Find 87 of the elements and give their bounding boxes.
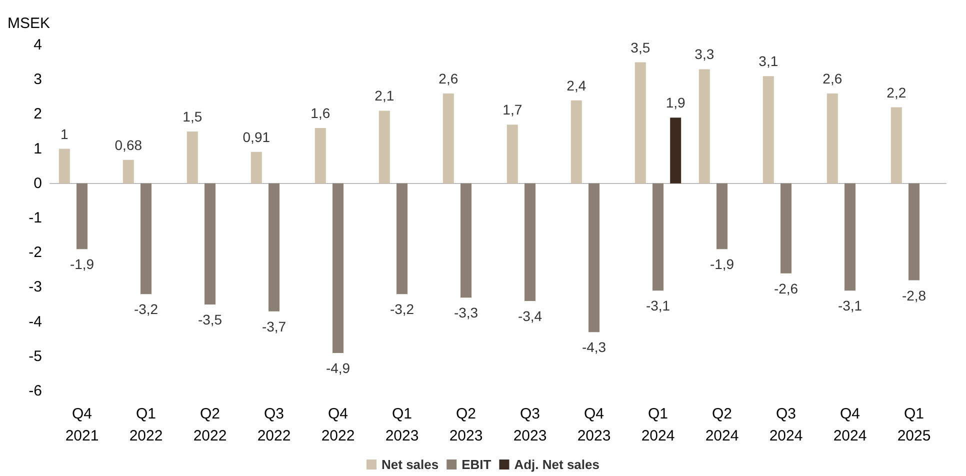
bar — [570, 100, 582, 184]
data-label: -3,1 — [646, 298, 670, 314]
x-tick-label: Q2 2022 — [193, 406, 227, 444]
bar — [332, 183, 344, 353]
x-tick-label: Q4 2022 — [321, 406, 355, 444]
x-tick-label: Q1 2023 — [385, 406, 419, 444]
bar — [268, 183, 280, 312]
data-label: 2,1 — [374, 88, 394, 104]
data-label: 3,5 — [630, 39, 650, 56]
data-label: 1 — [60, 126, 68, 142]
bar — [716, 183, 728, 250]
legend-label: EBIT — [462, 457, 492, 472]
bar — [524, 183, 536, 302]
bar — [588, 183, 600, 332]
bar — [250, 152, 262, 184]
x-tick-label: Q3 2022 — [257, 406, 291, 444]
bar — [506, 124, 518, 184]
bar — [314, 128, 326, 184]
bar — [186, 132, 198, 184]
bar — [780, 183, 792, 274]
bar — [698, 69, 710, 184]
data-label: 2,6 — [822, 70, 842, 86]
y-tick-label: -6 — [28, 382, 42, 400]
y-tick-label: 2 — [34, 106, 42, 123]
x-tick-label: Q1 2025 — [897, 406, 931, 444]
data-label: -1,9 — [70, 256, 94, 272]
data-label: 1,9 — [666, 94, 686, 111]
y-tick-label: 0 — [34, 174, 42, 192]
data-label: 3,3 — [694, 46, 714, 62]
x-tick-label: Q1 2022 — [129, 406, 163, 444]
data-label: 2,6 — [438, 70, 458, 86]
data-label: 1,6 — [310, 105, 330, 122]
bar — [670, 118, 682, 184]
x-tick-label: Q1 2024 — [641, 406, 675, 444]
y-tick-label: -4 — [28, 313, 42, 330]
x-tick-label: Q4 2021 — [65, 406, 99, 444]
y-tick-label: 1 — [34, 140, 42, 158]
bar — [844, 183, 856, 291]
y-axis-title: MSEK — [7, 15, 50, 32]
data-label: -3,3 — [454, 304, 478, 321]
bar — [652, 183, 664, 291]
data-label: -4,3 — [582, 339, 606, 356]
bar — [140, 183, 152, 294]
y-tick-label: -2 — [28, 244, 42, 262]
bar — [58, 148, 70, 184]
bar — [634, 62, 646, 184]
data-label: 1,5 — [182, 108, 202, 124]
x-tick-label: Q4 2023 — [577, 406, 611, 444]
data-label: -2,8 — [902, 287, 926, 304]
bar — [826, 93, 838, 184]
bar — [460, 183, 472, 298]
y-tick-label: -1 — [28, 210, 42, 226]
bar — [442, 93, 454, 184]
y-tick-label: -5 — [28, 348, 42, 365]
x-tick-label: Q2 2023 — [449, 406, 483, 444]
y-tick-label: 3 — [34, 71, 42, 88]
data-label: -3,2 — [134, 301, 158, 318]
legend-label: Net sales — [382, 457, 439, 472]
data-label: -3,2 — [390, 301, 414, 318]
legend-label: Adj. Net sales — [514, 457, 600, 472]
y-tick-label: -3 — [28, 278, 42, 296]
data-label: -3,5 — [198, 312, 222, 328]
y-tick-label: 4 — [34, 36, 42, 54]
bar — [122, 160, 134, 184]
data-label: 0,68 — [114, 136, 142, 153]
data-label: 1,7 — [502, 102, 522, 118]
x-tick-label: Q3 2024 — [769, 406, 803, 444]
bar — [378, 110, 390, 184]
bar — [396, 183, 408, 294]
data-label: -3,1 — [838, 298, 862, 314]
data-label: 2,2 — [886, 84, 906, 100]
data-label: -3,4 — [518, 308, 542, 324]
bar — [76, 183, 88, 250]
data-label: -4,9 — [326, 360, 350, 376]
data-label: 2,4 — [566, 77, 586, 94]
bar — [204, 183, 216, 304]
bar — [908, 183, 920, 280]
data-label: -3,7 — [262, 318, 286, 334]
x-tick-label: Q2 2024 — [705, 406, 739, 444]
data-label: 0,91 — [242, 128, 270, 145]
data-label: 3,1 — [758, 53, 778, 70]
x-tick-label: Q4 2024 — [833, 406, 867, 444]
bar — [762, 76, 774, 184]
data-label: -1,9 — [710, 256, 734, 272]
x-tick-label: Q3 2023 — [513, 406, 547, 444]
data-label: -2,6 — [774, 280, 798, 296]
bar — [890, 107, 902, 184]
